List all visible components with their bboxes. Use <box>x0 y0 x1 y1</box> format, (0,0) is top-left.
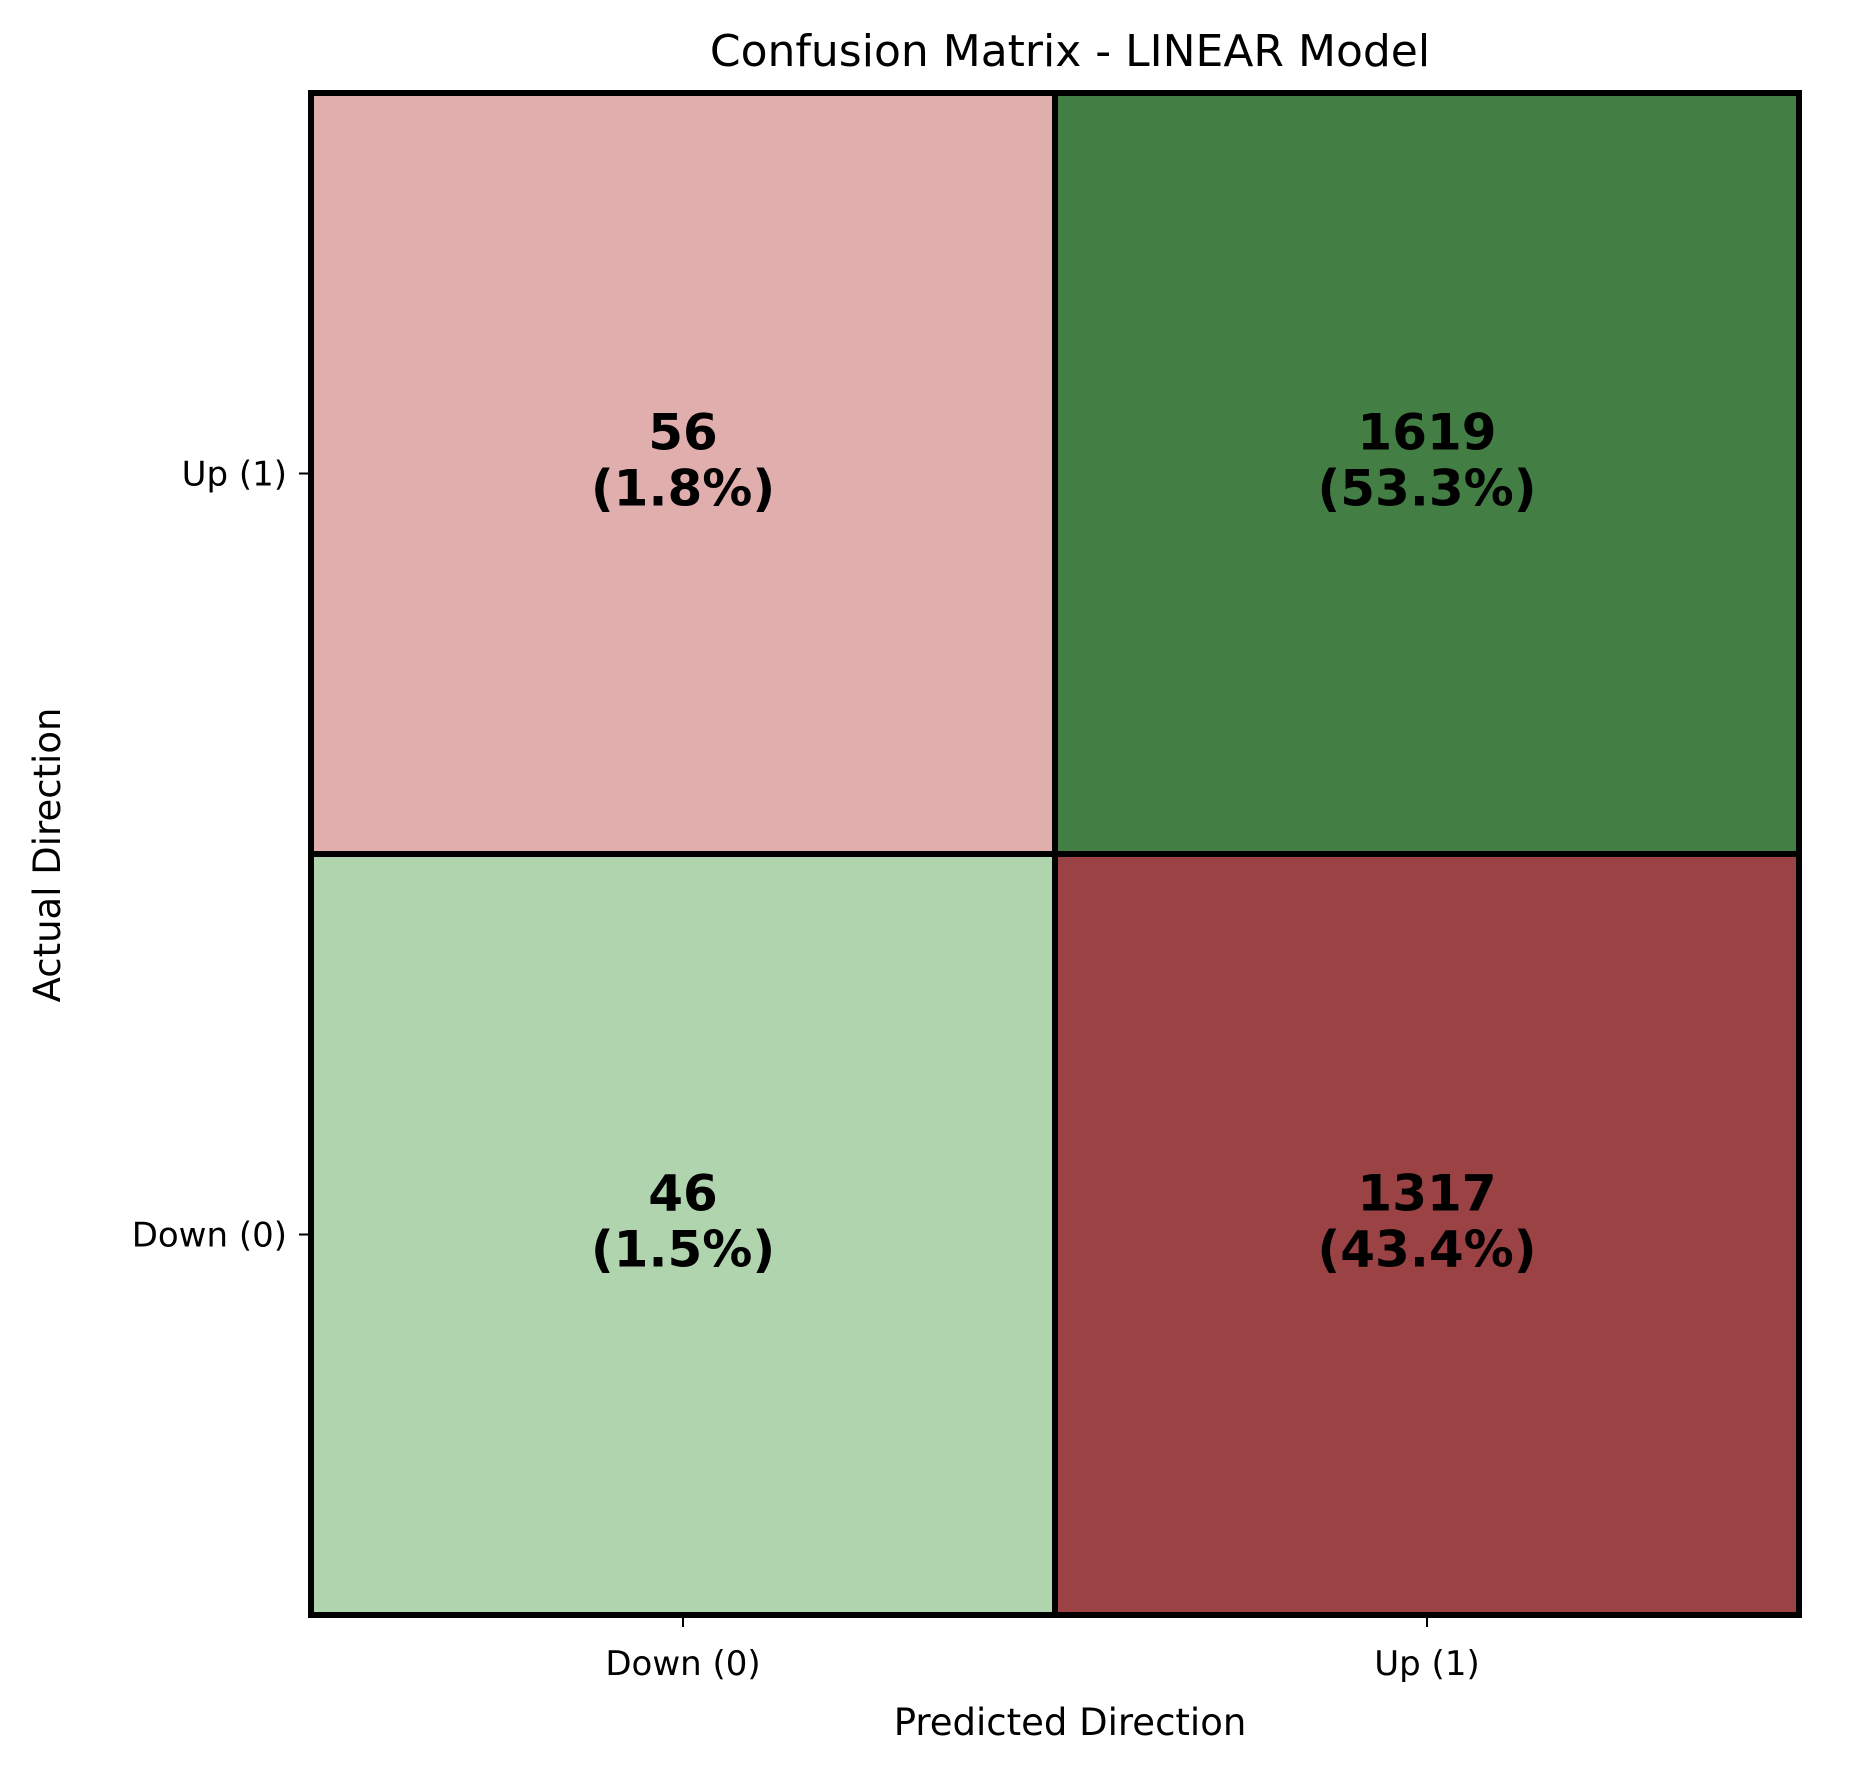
matrix-cell-3 <box>1052 851 1802 1618</box>
matrix-cell-0 <box>308 90 1058 857</box>
y-axis-label: Actual Direction <box>26 708 69 1003</box>
matrix-cell-1 <box>1052 90 1802 857</box>
y-tick-label: Down (0) <box>132 1216 287 1256</box>
plot-frame <box>309 91 1801 1617</box>
x-tick-label: Down (0) <box>605 1644 760 1684</box>
cell-percent-label: (1.5%) <box>591 1221 775 1279</box>
cell-count-label: 56 <box>648 404 718 462</box>
chart-title: Confusion Matrix - LINEAR Model <box>710 26 1430 77</box>
x-axis-label: Predicted Direction <box>894 1701 1247 1744</box>
matrix-cell-2 <box>308 851 1058 1618</box>
cell-percent-label: (53.3%) <box>1317 460 1536 518</box>
y-tick-label: Up (1) <box>182 455 287 495</box>
cell-percent-label: (43.4%) <box>1317 1221 1536 1279</box>
cell-count-label: 1619 <box>1357 404 1496 462</box>
cell-percent-label: (1.8%) <box>591 460 775 518</box>
cell-count-label: 1317 <box>1357 1165 1496 1223</box>
cell-count-label: 46 <box>648 1165 718 1223</box>
x-tick-label: Up (1) <box>1374 1644 1479 1684</box>
